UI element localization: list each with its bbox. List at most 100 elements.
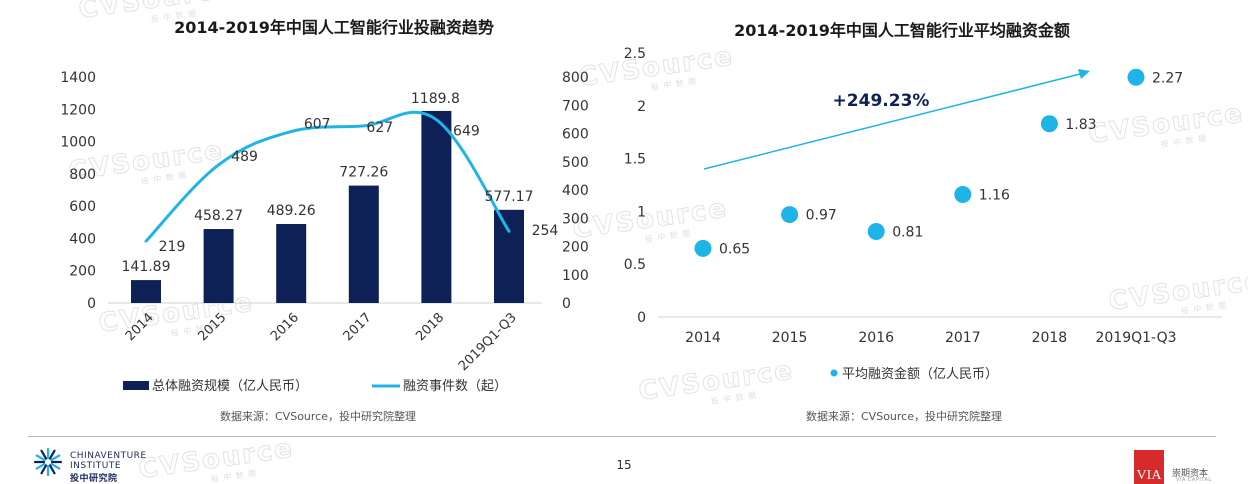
financing-amount-bars xyxy=(131,110,524,304)
legend-point-swatch xyxy=(830,369,838,377)
bar-value-label: 577.17 xyxy=(485,189,534,205)
point-value-label: 0.65 xyxy=(719,241,750,257)
right-chart-y-tick: 0 xyxy=(637,310,646,326)
bar xyxy=(131,280,161,303)
line-value-label: 489 xyxy=(231,149,258,165)
growth-label: +249.23% xyxy=(833,91,930,111)
brand-name-line1: CHINAVENTURE xyxy=(70,451,147,461)
right-y-tick: 0 xyxy=(562,296,571,312)
left-x-tick: 2017 xyxy=(341,310,375,344)
right-chart-x-tick: 2014 xyxy=(685,330,721,346)
logo-ray xyxy=(48,449,56,460)
right-chart-x-axis-ticks: 2014 2015 2016 2017 2018 2019Q1-Q3 xyxy=(685,330,1176,346)
line-value-label: 649 xyxy=(453,124,480,140)
data-point xyxy=(781,206,799,224)
left-y-tick: 1000 xyxy=(60,135,96,151)
bar xyxy=(494,209,524,303)
data-point xyxy=(954,186,972,204)
bar-value-label: 1189.8 xyxy=(411,91,460,107)
left-y-tick: 1400 xyxy=(60,70,96,86)
left-x-tick: 2016 xyxy=(268,310,302,344)
financing-trend-chart: 2014-2019年中国人工智能行业投融资趋势 0 200 400 600 800 100… xyxy=(60,18,588,423)
left-y-tick: 0 xyxy=(87,296,96,312)
right-chart-y-tick: 2.5 xyxy=(624,46,646,62)
via-capital-en: VIA CAPITAL xyxy=(1176,477,1212,483)
left-legend: 总体融资规模（亿人民币） 融资事件数（起） xyxy=(123,379,507,394)
right-chart-y-tick: 1.5 xyxy=(624,152,646,168)
data-point xyxy=(694,239,712,257)
bar-value-label: 489.26 xyxy=(267,203,316,219)
line-value-label: 219 xyxy=(159,239,186,255)
average-financing-points xyxy=(694,68,1145,257)
legend-bar-label: 总体融资规模（亿人民币） xyxy=(152,379,308,394)
left-x-tick: 2018 xyxy=(413,310,447,344)
legend-bar-swatch xyxy=(123,381,149,390)
logo-ray xyxy=(40,449,48,460)
logo-ray xyxy=(35,462,46,470)
right-chart-x-tick: 2019Q1-Q3 xyxy=(1095,330,1176,346)
data-point xyxy=(1127,68,1145,86)
bar xyxy=(276,224,307,303)
point-value-labels: 0.65 0.97 0.81 1.16 1.83 2.27 xyxy=(719,70,1183,257)
logo-ray xyxy=(48,464,56,475)
growth-annotation: +249.23% xyxy=(703,69,1090,170)
data-point xyxy=(867,222,885,240)
left-y-tick: 800 xyxy=(69,167,96,183)
left-chart-title: 2014-2019年中国人工智能行业投融资趋势 xyxy=(174,18,494,37)
left-y-tick: 400 xyxy=(69,231,96,247)
right-chart-title: 2014-2019年中国人工智能行业平均融资金额 xyxy=(734,21,1070,40)
right-y-tick: 700 xyxy=(562,98,589,114)
logo-ray xyxy=(50,462,61,470)
point-value-label: 0.97 xyxy=(806,208,837,224)
right-y-tick: 300 xyxy=(562,211,589,227)
bar-value-label: 458.27 xyxy=(194,208,243,224)
bar xyxy=(348,185,379,303)
growth-arrow-head xyxy=(1078,69,1090,79)
right-chart-x-tick: 2018 xyxy=(1032,330,1068,346)
right-y-axis-ticks: 0 100 200 300 400 500 600 700 800 xyxy=(562,70,589,312)
point-value-label: 0.81 xyxy=(892,224,923,240)
bar-value-labels: 141.89 458.27 489.26 727.26 1189.8 577.17 xyxy=(122,91,534,275)
point-value-label: 1.16 xyxy=(979,188,1010,204)
left-y-tick: 1200 xyxy=(60,102,96,118)
growth-arrow-line xyxy=(703,73,1081,170)
right-y-tick: 600 xyxy=(562,127,589,143)
right-y-tick: 800 xyxy=(562,70,589,86)
brand-name-line2: INSTITUTE xyxy=(70,461,122,471)
events-line-path xyxy=(144,110,511,243)
legend-line-label: 融资事件数（起） xyxy=(403,379,507,394)
bar xyxy=(203,229,234,303)
average-financing-chart: 2014-2019年中国人工智能行业平均融资金额 0 0.5 1 1.5 2 2.5 20… xyxy=(624,21,1222,423)
brand-name-line3: 投中研究院 xyxy=(70,474,118,484)
right-chart-y-tick: 1 xyxy=(637,204,646,220)
via-capital-cn: 崇期资本 xyxy=(1172,469,1209,479)
bar xyxy=(421,110,452,304)
right-chart-x-tick: 2016 xyxy=(858,330,894,346)
logo-ray xyxy=(50,454,61,462)
right-chart-y-axis-ticks: 0 0.5 1 1.5 2 2.5 xyxy=(624,46,646,326)
left-y-tick: 200 xyxy=(69,264,96,280)
chinaventure-logo-icon xyxy=(33,447,63,477)
right-legend: 平均融资金额（亿人民币） xyxy=(830,366,998,382)
right-chart-y-tick: 2 xyxy=(637,99,646,115)
right-y-tick: 100 xyxy=(562,268,589,284)
line-value-label: 254 xyxy=(532,223,559,239)
right-chart-source: 数据来源：CVSource，投中研究院整理 xyxy=(806,409,1002,423)
financing-events-line xyxy=(144,110,511,243)
logo-ray xyxy=(35,454,46,462)
right-y-tick: 400 xyxy=(562,183,589,199)
right-chart-x-tick: 2015 xyxy=(772,330,808,346)
point-value-label: 2.27 xyxy=(1152,70,1183,86)
left-y-tick: 600 xyxy=(69,199,96,215)
via-capital-logo: VIA xyxy=(1134,450,1164,484)
legend-point-label: 平均融资金额（亿人民币） xyxy=(842,366,998,382)
left-chart-source: 数据来源：CVSource，投中研究院整理 xyxy=(220,409,416,423)
right-chart-x-tick: 2017 xyxy=(945,330,981,346)
logo-ray xyxy=(40,464,48,475)
left-x-tick: 2019Q1-Q3 xyxy=(456,310,520,374)
line-value-label: 607 xyxy=(304,117,331,133)
